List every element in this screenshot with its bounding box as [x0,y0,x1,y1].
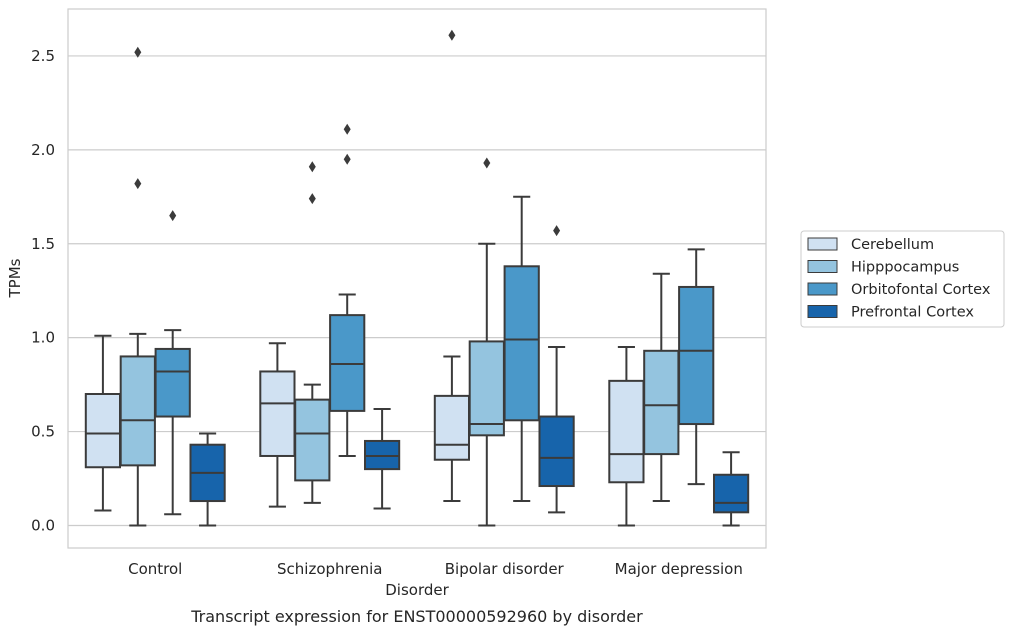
box-iqr [84,393,122,469]
series-orbitofontal-cortex [154,123,715,516]
box-iqr [154,347,191,418]
box-iqr [503,265,540,422]
box-iqr [712,473,750,514]
box [538,225,575,514]
box [608,346,645,527]
x-axis-label: Disorder [385,581,449,599]
outlier-point [308,161,316,173]
x-tick-label: Major depression [615,560,743,578]
box-series [84,29,750,527]
legend-label: Prefrontal Cortex [851,305,974,321]
y-tick-label: 0.0 [31,516,55,534]
outlier-point [483,157,491,169]
chart-caption: Transcript expression for ENST0000059296… [190,607,643,626]
series-cerebellum [84,29,645,527]
outlier-point [343,153,351,165]
x-tick-label: Schizophrenia [277,560,382,578]
box [468,157,505,527]
legend: Cerebellum Hipppocampus Orbitofontal Corte… [800,230,1005,328]
box-iqr [608,379,645,484]
x-tick-label: Control [128,560,182,578]
legend-label: Hipppocampus [851,260,959,276]
y-tick-label: 2.0 [31,141,55,159]
box [433,29,471,503]
outlier-point [308,193,316,205]
legend-swatch [807,282,838,296]
box [294,161,331,504]
box-iqr [643,349,680,456]
box [712,451,750,527]
box [363,408,401,510]
legend-swatch [807,305,838,318]
box-iqr [468,340,505,437]
box-iqr [294,398,331,482]
box-iqr [538,415,575,488]
y-tick-label: 1.0 [31,329,55,347]
box-iqr [678,285,715,426]
y-tick-label: 2.5 [31,47,55,65]
y-axis-ticks: 0.0 0.5 1.0 1.5 2.0 2.5 [31,47,55,535]
box [154,210,191,516]
y-tick-label: 1.5 [31,235,55,253]
legend-item: Hipppocampus [807,260,959,276]
box [119,46,156,527]
legend-item: Orbitofontal Cortex [807,282,991,298]
x-axis-ticks: Control Schizophrenia Bipolar disorder Majo… [128,560,743,578]
box [259,342,296,508]
gridlines [68,55,766,527]
legend-swatch [807,237,838,251]
outlier-point [134,178,142,190]
box [678,248,715,486]
y-tick-label: 0.5 [31,423,55,441]
box-iqr [119,355,156,467]
box [189,432,226,527]
legend-label: Cerebellum [851,237,934,253]
outlier-point [553,225,561,237]
box [329,123,366,457]
box [84,334,122,512]
plot-frame [67,8,767,549]
box [643,272,680,503]
series-hipppocampus [119,46,680,527]
outlier-point [169,210,177,222]
box [503,195,540,503]
outlier-point [448,29,456,41]
y-axis-label: TPMs [6,258,24,298]
box-iqr [259,370,296,457]
legend-swatch [807,260,838,273]
box-iqr [433,394,471,461]
series-prefrontal-cortex [189,225,750,527]
legend-item: Prefrontal Cortex [807,305,974,321]
legend-frame [800,230,1005,328]
x-tick-label: Bipolar disorder [445,560,565,578]
outlier-point [343,123,351,135]
legend-label: Orbitofontal Cortex [851,282,991,298]
legend-item: Cerebellum [807,237,934,253]
outlier-point [134,46,142,58]
